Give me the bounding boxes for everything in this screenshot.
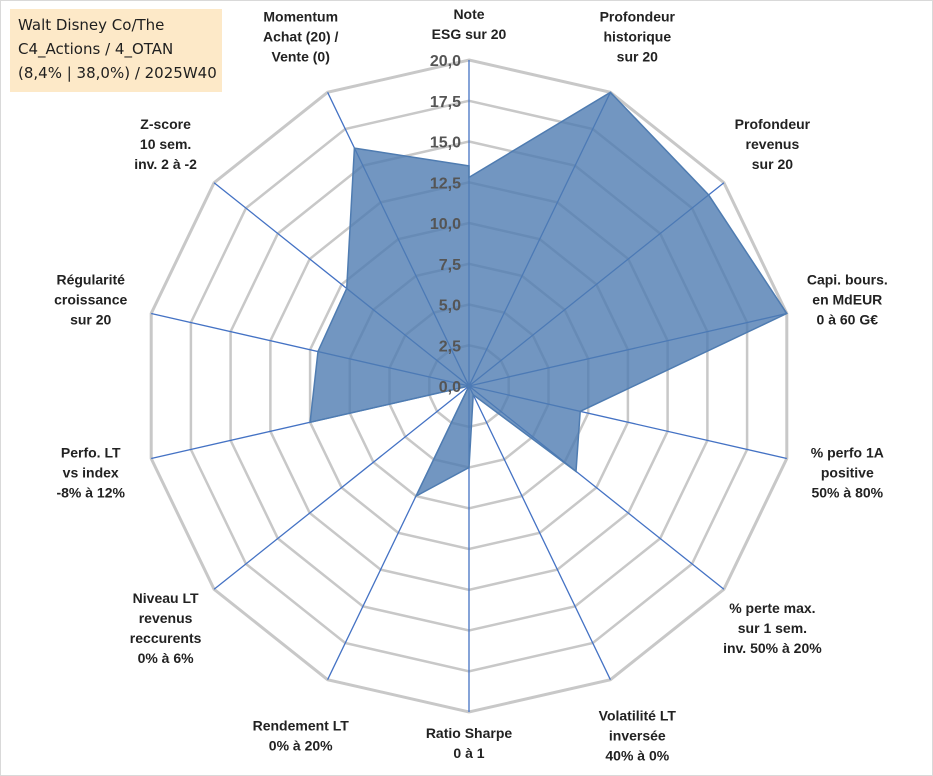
series-area bbox=[309, 91, 788, 498]
axis-label: Niveau LT revenus reccurents 0% à 6% bbox=[130, 590, 202, 666]
axis-label: % perte max. sur 1 sem. inv. 50% à 20% bbox=[723, 600, 822, 656]
axis-label: % perfo 1A positive 50% à 80% bbox=[811, 444, 884, 500]
title-line-2: C4_Actions / 4_OTAN bbox=[18, 40, 174, 58]
chart-title-box: Walt Disney Co/The C4_Actions / 4_OTAN (… bbox=[10, 9, 222, 92]
title-line-1: Walt Disney Co/The bbox=[18, 16, 165, 34]
tick-label: 10,0 bbox=[430, 216, 461, 233]
axis-label: Rendement LT 0% à 20% bbox=[253, 718, 350, 754]
axis-label: Profondeur historique sur 20 bbox=[600, 8, 676, 64]
tick-label: 15,0 bbox=[430, 135, 461, 152]
axis-label: Régularité croissance sur 20 bbox=[54, 272, 127, 328]
tick-label: 5,0 bbox=[439, 298, 461, 315]
axis-spoke bbox=[468, 385, 611, 680]
tick-label: 2,5 bbox=[439, 338, 461, 355]
tick-label: 17,5 bbox=[430, 94, 461, 111]
radar-series bbox=[309, 91, 788, 498]
axis-label: Capi. bours. en MdEUR 0 à 60 G€ bbox=[807, 272, 888, 328]
axis-label: Note ESG sur 20 bbox=[432, 6, 507, 42]
axis-label: Volatilité LT inversée 40% à 0% bbox=[599, 708, 677, 764]
axis-label: Ratio Sharpe 0 à 1 bbox=[426, 725, 513, 761]
tick-label: 20,0 bbox=[430, 53, 461, 70]
axis-label: Perfo. LT vs index -8% à 12% bbox=[56, 444, 125, 500]
axis-spoke bbox=[213, 385, 470, 590]
tick-label: 7,5 bbox=[439, 257, 461, 274]
axis-label: Z-score 10 sem. inv. 2 à -2 bbox=[134, 116, 197, 172]
axis-label: Momentum Achat (20) / Vente (0) bbox=[263, 8, 339, 64]
axis-label: Profondeur revenus sur 20 bbox=[735, 116, 811, 172]
tick-label: 0,0 bbox=[439, 379, 461, 396]
radar-axis-labels: Note ESG sur 20 Profondeur historique sur 20… bbox=[54, 6, 888, 764]
radar-tick-labels: 0,0 2,5 5,0 7,5 10,0 12,5 15,0 17,5 20,0 bbox=[430, 53, 461, 396]
tick-label: 12,5 bbox=[430, 175, 461, 192]
title-line-3: (8,4% | 38,0%) / 2025W40 bbox=[18, 64, 217, 82]
